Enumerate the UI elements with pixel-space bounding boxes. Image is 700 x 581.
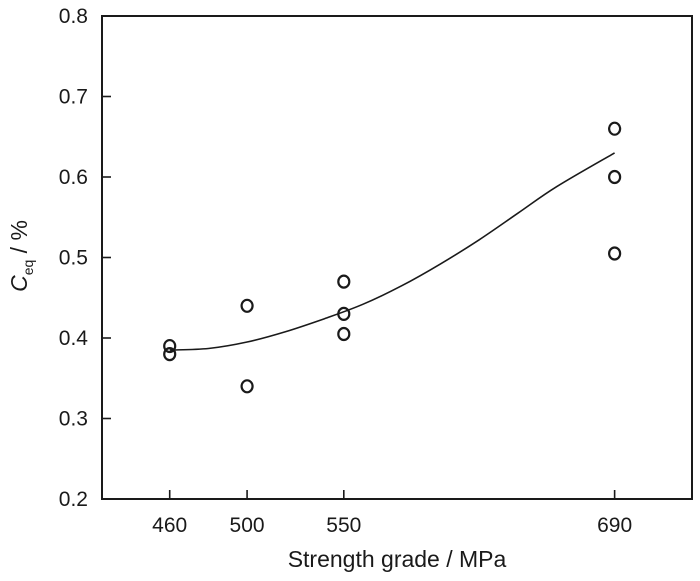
data-point xyxy=(608,246,622,261)
x-tick-label: 500 xyxy=(230,514,265,537)
data-point xyxy=(240,379,254,394)
x-tick-label: 690 xyxy=(597,514,632,537)
data-point xyxy=(337,306,351,321)
data-point xyxy=(163,338,177,354)
data-point xyxy=(608,169,622,185)
x-axis: 460 500 550 690 xyxy=(152,490,632,537)
y-axis-title-subscript: eq xyxy=(20,260,36,276)
y-axis-title: Ceq / % xyxy=(6,220,36,292)
x-tick-label: 460 xyxy=(152,514,187,537)
y-tick-label: 0.5 xyxy=(59,247,88,270)
y-tick-label: 0.4 xyxy=(59,327,89,350)
y-axis: 0.2 0.3 0.4 0.5 0.6 0.7 0.8 xyxy=(59,5,111,511)
y-tick-label: 0.2 xyxy=(59,488,88,511)
y-tick-label: 0.7 xyxy=(59,86,88,109)
x-tick-label: 550 xyxy=(326,514,361,537)
x-axis-title: Strength grade / MPa xyxy=(288,546,507,572)
y-axis-title-symbol: C xyxy=(6,275,32,292)
data-point xyxy=(337,326,351,342)
data-point xyxy=(163,347,177,362)
y-axis-title-unit: / % xyxy=(6,220,32,260)
y-tick-label: 0.6 xyxy=(59,166,88,189)
plot-frame xyxy=(101,15,693,500)
data-point xyxy=(608,121,622,136)
trend-line xyxy=(169,152,616,351)
y-tick-label: 0.3 xyxy=(59,408,88,431)
data-point xyxy=(240,298,254,313)
y-tick-label: 0.8 xyxy=(59,5,88,28)
data-points xyxy=(163,121,622,394)
data-point xyxy=(337,274,351,289)
